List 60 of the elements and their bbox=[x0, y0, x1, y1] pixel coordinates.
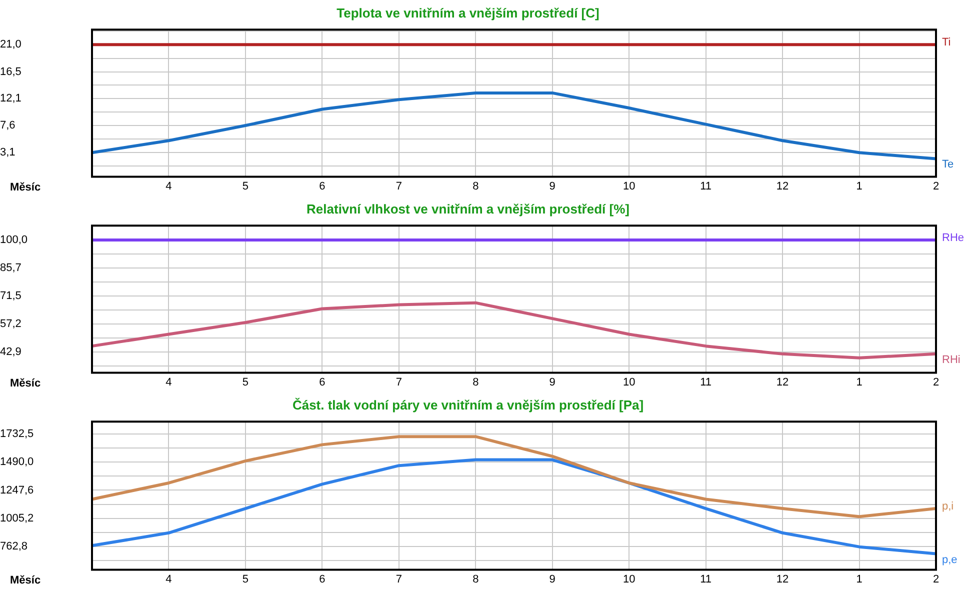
y-tick-label: 1247,6 bbox=[0, 484, 34, 496]
x-tick-label: 1 bbox=[856, 180, 862, 192]
x-tick-label: 8 bbox=[472, 376, 479, 388]
y-tick-label: 71,5 bbox=[0, 290, 22, 302]
x-axis-title: Měsíc bbox=[10, 377, 41, 390]
series-label: RHe bbox=[942, 232, 964, 244]
y-tick-label: 16,5 bbox=[0, 66, 22, 78]
x-tick-label: 11 bbox=[700, 376, 712, 388]
x-tick-label: 7 bbox=[396, 573, 402, 586]
y-tick-label: 762,8 bbox=[0, 540, 28, 553]
x-tick-label: 10 bbox=[622, 376, 636, 388]
x-tick-label: 6 bbox=[319, 180, 326, 192]
x-tick-label: 12 bbox=[776, 376, 789, 388]
x-tick-label: 9 bbox=[549, 180, 556, 192]
x-tick-label: 9 bbox=[549, 376, 556, 388]
series-label: Ti bbox=[942, 36, 951, 49]
x-tick-label: 7 bbox=[396, 376, 402, 388]
series-label: p,i bbox=[942, 500, 954, 513]
x-tick-label: 7 bbox=[396, 180, 402, 192]
x-tick-label: 6 bbox=[319, 573, 326, 586]
x-tick-label: 11 bbox=[700, 573, 712, 586]
x-tick-label: 2 bbox=[932, 573, 940, 586]
series-label: Te bbox=[942, 158, 954, 171]
x-tick-label: 2 bbox=[932, 180, 940, 192]
x-tick-label: 9 bbox=[549, 573, 556, 586]
y-tick-label: 100,0 bbox=[0, 234, 28, 246]
y-tick-label: 7,6 bbox=[0, 120, 16, 132]
x-tick-label: 4 bbox=[166, 573, 172, 586]
x-tick-label: 12 bbox=[776, 573, 789, 586]
y-tick-label: 85,7 bbox=[0, 262, 22, 274]
chart-title: Teplota ve vnitřním a vnějším prostředí [C] bbox=[336, 5, 600, 20]
x-tick-label: 4 bbox=[166, 180, 172, 192]
chart-title: Část. tlak vodní páry ve vnitřním a vnějším prostředí [Pa] bbox=[292, 397, 644, 412]
y-tick-label: 1005,2 bbox=[0, 512, 34, 524]
x-tick-label: 2 bbox=[932, 376, 940, 388]
x-tick-label: 10 bbox=[622, 180, 636, 192]
x-tick-label: 5 bbox=[242, 376, 249, 388]
y-tick-label: 3,1 bbox=[0, 146, 16, 159]
y-tick-label: 1490,0 bbox=[0, 456, 34, 468]
x-tick-label: 4 bbox=[166, 376, 172, 388]
x-tick-label: 10 bbox=[622, 573, 636, 586]
x-tick-label: 11 bbox=[700, 180, 712, 192]
chart-title: Relativní vlhkost ve vnitřním a vnějším prostředí [%] bbox=[306, 201, 630, 216]
series-label: RHi bbox=[942, 354, 960, 366]
x-tick-label: 1 bbox=[856, 573, 862, 586]
y-tick-label: 12,1 bbox=[0, 92, 22, 104]
x-tick-label: 1 bbox=[856, 376, 862, 388]
x-tick-label: 8 bbox=[472, 573, 479, 586]
x-axis-title: Měsíc bbox=[10, 181, 41, 194]
x-tick-label: 8 bbox=[472, 180, 479, 192]
y-tick-label: 1732,5 bbox=[0, 428, 34, 440]
x-tick-label: 6 bbox=[319, 376, 326, 388]
y-tick-label: 57,2 bbox=[0, 318, 22, 330]
x-tick-label: 12 bbox=[776, 180, 789, 192]
y-tick-label: 21,0 bbox=[0, 38, 22, 51]
x-axis-title: Měsíc bbox=[10, 574, 41, 586]
x-tick-label: 5 bbox=[242, 180, 249, 192]
series-label: p,e bbox=[942, 554, 958, 566]
y-tick-label: 42,9 bbox=[0, 346, 22, 358]
x-tick-label: 5 bbox=[242, 573, 249, 586]
